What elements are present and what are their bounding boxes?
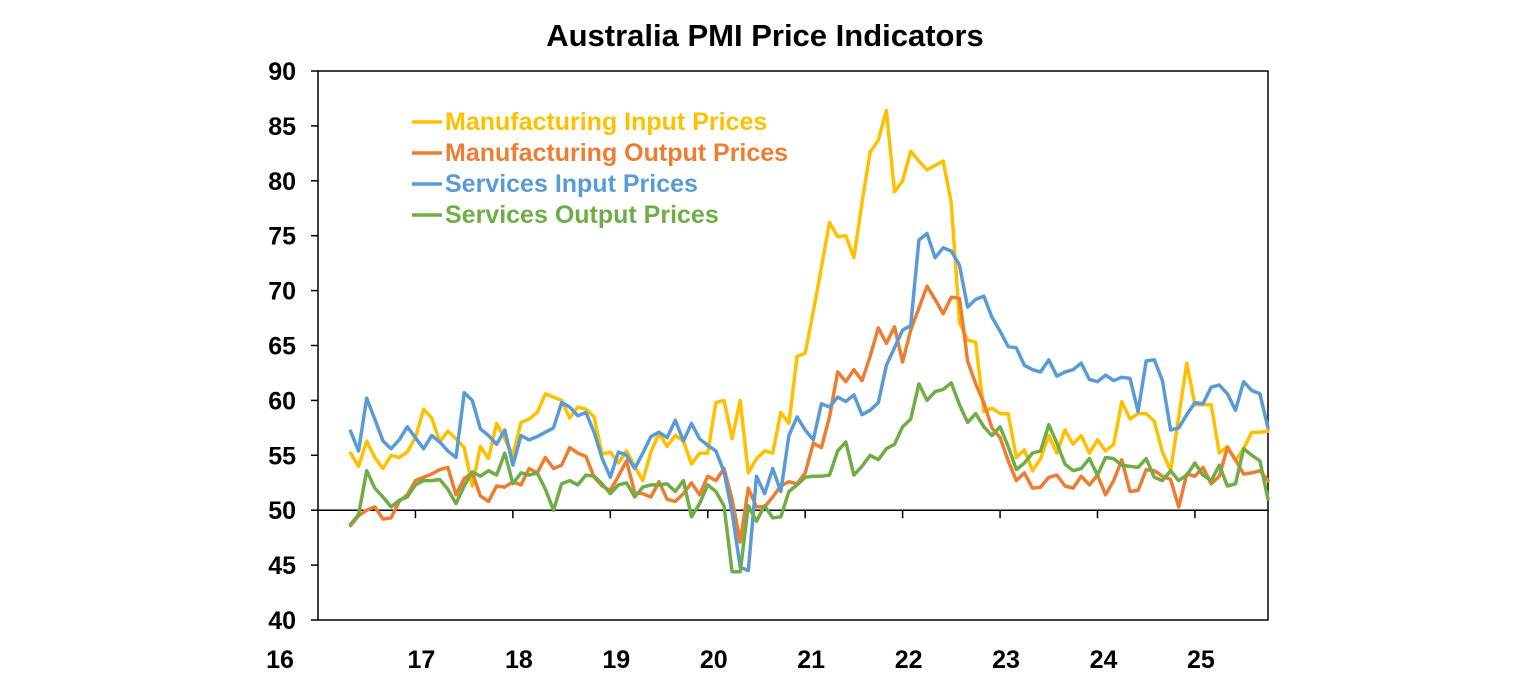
y-tick-label: 85 bbox=[268, 113, 296, 141]
series-line-manufacturing-output-prices bbox=[348, 284, 1270, 544]
y-tick-label: 70 bbox=[268, 278, 296, 306]
x-tick-label: 16 bbox=[266, 646, 294, 674]
legend-label: Services Output Prices bbox=[445, 201, 719, 229]
legend-label: Manufacturing Output Prices bbox=[445, 139, 788, 167]
x-tick-label: 21 bbox=[797, 646, 825, 674]
series-line-services-output-prices bbox=[348, 381, 1270, 574]
x-axis: 16 17 18 19 20 21 22 23 24 25 bbox=[266, 510, 1215, 674]
y-tick-label: 80 bbox=[268, 168, 296, 196]
plot-border bbox=[317, 70, 1269, 621]
series-line-services-input-prices bbox=[348, 231, 1270, 573]
legend-label: Manufacturing Input Prices bbox=[445, 108, 767, 136]
chart-title: Australia PMI Price Indicators bbox=[546, 18, 984, 53]
y-axis: 40 45 50 55 60 65 70 75 80 85 90 bbox=[268, 58, 318, 635]
series-layer bbox=[348, 108, 1270, 574]
y-tick-label: 75 bbox=[268, 223, 296, 251]
x-tick-label: 20 bbox=[700, 646, 728, 674]
legend: Manufacturing Input Prices Manufacturing … bbox=[412, 108, 788, 229]
y-tick-label: 45 bbox=[268, 552, 296, 580]
plot-frame bbox=[317, 70, 1269, 621]
x-tick-label: 18 bbox=[505, 646, 533, 674]
y-tick-label: 40 bbox=[268, 607, 296, 635]
x-tick-label: 17 bbox=[408, 646, 436, 674]
x-tick-label: 25 bbox=[1187, 646, 1215, 674]
y-tick-label: 90 bbox=[268, 58, 296, 86]
x-tick-label: 23 bbox=[992, 646, 1020, 674]
y-tick-label: 60 bbox=[268, 387, 296, 415]
y-tick-label: 50 bbox=[268, 497, 296, 525]
x-tick-label: 24 bbox=[1090, 646, 1118, 674]
x-tick-label: 19 bbox=[602, 646, 630, 674]
y-tick-label: 65 bbox=[268, 333, 296, 361]
series-line-manufacturing-input-prices bbox=[348, 108, 1270, 488]
legend-label: Services Input Prices bbox=[445, 170, 698, 198]
y-tick-label: 55 bbox=[268, 442, 296, 470]
x-tick-label: 22 bbox=[895, 646, 923, 674]
